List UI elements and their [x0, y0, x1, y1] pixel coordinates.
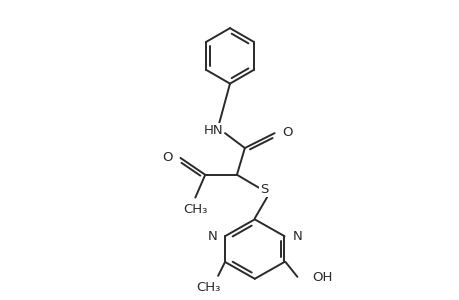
Text: OH: OH [312, 271, 332, 284]
Text: CH₃: CH₃ [183, 202, 207, 215]
Text: CH₃: CH₃ [196, 281, 220, 294]
Text: N: N [292, 230, 302, 243]
Text: S: S [260, 183, 268, 196]
Text: O: O [162, 152, 172, 164]
Text: HN: HN [203, 124, 223, 137]
Text: N: N [207, 230, 217, 243]
Text: O: O [282, 126, 292, 139]
